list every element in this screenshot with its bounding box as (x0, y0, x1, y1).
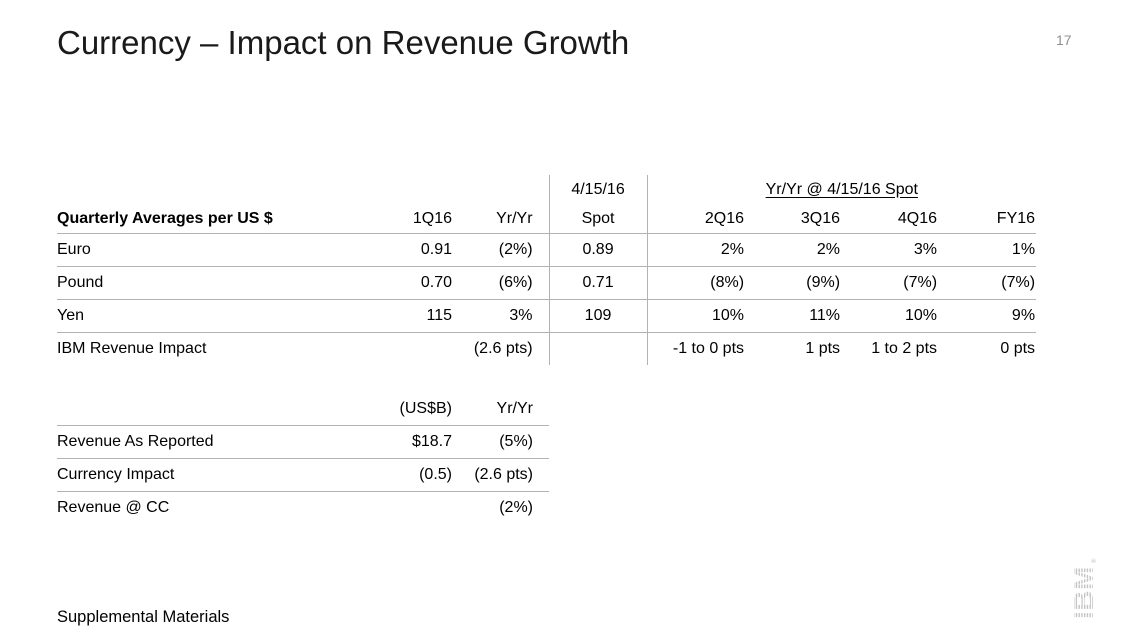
cell-yryr: (2.6 pts) (473, 340, 533, 357)
col-header-quarterly-averages: Quarterly Averages per US $ (57, 204, 397, 234)
cell-3q16: 11% (744, 299, 841, 333)
spacer-cell (57, 175, 549, 204)
currency-table-spot-header-row: 4/15/16 Yr/Yr @ 4/15/16 Spot (57, 175, 1036, 204)
col-header-1q16: 1Q16 (397, 204, 455, 234)
cell-4q16: 10% (840, 299, 938, 333)
cell-spot: 0.71 (548, 266, 648, 300)
spacer-cell (57, 393, 307, 426)
spot-group-header-label: Yr/Yr @ 4/15/16 Spot (765, 180, 918, 198)
ibm-logo-svg: IBM ® (1068, 558, 1099, 620)
cell-fy16: 9% (937, 299, 1037, 333)
cell-fy16: (7%) (937, 266, 1037, 300)
table-row-yen: Yen 115 3% 109 10% 11% 10% 9% (57, 299, 1037, 333)
cell-spot: 0.89 (548, 233, 648, 267)
currency-table: 4/15/16 Yr/Yr @ 4/15/16 Spot Quarterly A… (57, 175, 1037, 366)
table-row-currency-impact: Currency Impact (0.5) (2.6 pts) (57, 458, 549, 492)
cell-4q16: 1 to 2 pts (871, 340, 938, 357)
cell-2q16: -1 to 0 pts (672, 340, 745, 357)
table-row-pound: Pound 0.70 (6%) 0.71 (8%) (9%) (7%) (7%) (57, 266, 1037, 300)
row-label: Currency Impact (57, 458, 307, 492)
table-row-revenue-as-reported: Revenue As Reported $18.7 (5%) (57, 425, 549, 459)
cell-4q16: (7%) (840, 266, 938, 300)
ibm-logo-icon: IBM ® (1068, 556, 1100, 620)
registered-trademark-icon: ® (1091, 558, 1098, 563)
cell-yryr: (5%) (455, 425, 549, 459)
col-header-spot: Spot (548, 204, 648, 234)
table-row-ibm-revenue-impact: IBM Revenue Impact (2.6 pts) -1 to 0 pts… (57, 332, 1036, 366)
currency-table-header-row: Quarterly Averages per US $ 1Q16 Yr/Yr S… (57, 204, 1037, 234)
cell-usdb: $18.7 (307, 425, 455, 459)
row-label: IBM Revenue Impact (57, 340, 207, 357)
row-label: Revenue @ CC (57, 499, 170, 516)
cell-4q16: 3% (840, 233, 938, 267)
cell-yryr: (2%) (455, 233, 550, 267)
cell-spot: 109 (548, 299, 648, 333)
col-header-2q16: 2Q16 (647, 204, 745, 234)
cell-1q16: 0.70 (397, 266, 455, 300)
cell-yryr: 3% (455, 299, 550, 333)
page-title: Currency – Impact on Revenue Growth (57, 24, 630, 61)
col-header-3q16: 3Q16 (744, 204, 841, 234)
col-header-usdb: (US$B) (307, 393, 455, 426)
col-header-fy16: FY16 (937, 204, 1037, 234)
revenue-table-header-row: (US$B) Yr/Yr (57, 393, 549, 426)
cell-2q16: 10% (647, 299, 745, 333)
cell-1q16: 115 (397, 299, 455, 333)
row-label: Euro (57, 233, 397, 267)
cell-2q16: (8%) (647, 266, 745, 300)
cell-fy16: 0 pts (1000, 340, 1036, 357)
footer-supplemental-materials: Supplemental Materials (57, 608, 230, 626)
row-label: Revenue As Reported (57, 425, 307, 459)
cell-usdb: (0.5) (307, 458, 455, 492)
cell-3q16: 1 pts (805, 340, 841, 357)
col-header-yryr: Yr/Yr (455, 204, 550, 234)
cell-yryr: (2%) (499, 499, 533, 516)
row-label: Yen (57, 299, 397, 333)
cell-spot (548, 332, 648, 365)
table-row-euro: Euro 0.91 (2%) 0.89 2% 2% 3% 1% (57, 233, 1037, 267)
col-header-yryr: Yr/Yr (455, 393, 549, 426)
ibm-logo-stripes (1074, 564, 1093, 620)
cell-1q16 (397, 333, 455, 366)
cell-usdb (307, 492, 455, 525)
cell-yryr: (6%) (455, 266, 550, 300)
cell-fy16: 1% (937, 233, 1037, 267)
spot-group-header: Yr/Yr @ 4/15/16 Spot (647, 175, 1036, 204)
row-label: Pound (57, 266, 397, 300)
revenue-table: (US$B) Yr/Yr Revenue As Reported $18.7 (… (57, 393, 549, 524)
col-header-4q16: 4Q16 (840, 204, 938, 234)
spot-date-header: 4/15/16 (548, 175, 648, 204)
cell-3q16: (9%) (744, 266, 841, 300)
cell-1q16: 0.91 (397, 233, 455, 267)
cell-3q16: 2% (744, 233, 841, 267)
page-number: 17 (1056, 32, 1072, 48)
cell-yryr: (2.6 pts) (455, 458, 549, 492)
table-row-revenue-at-cc: Revenue @ CC (2%) (57, 492, 549, 525)
cell-2q16: 2% (647, 233, 745, 267)
